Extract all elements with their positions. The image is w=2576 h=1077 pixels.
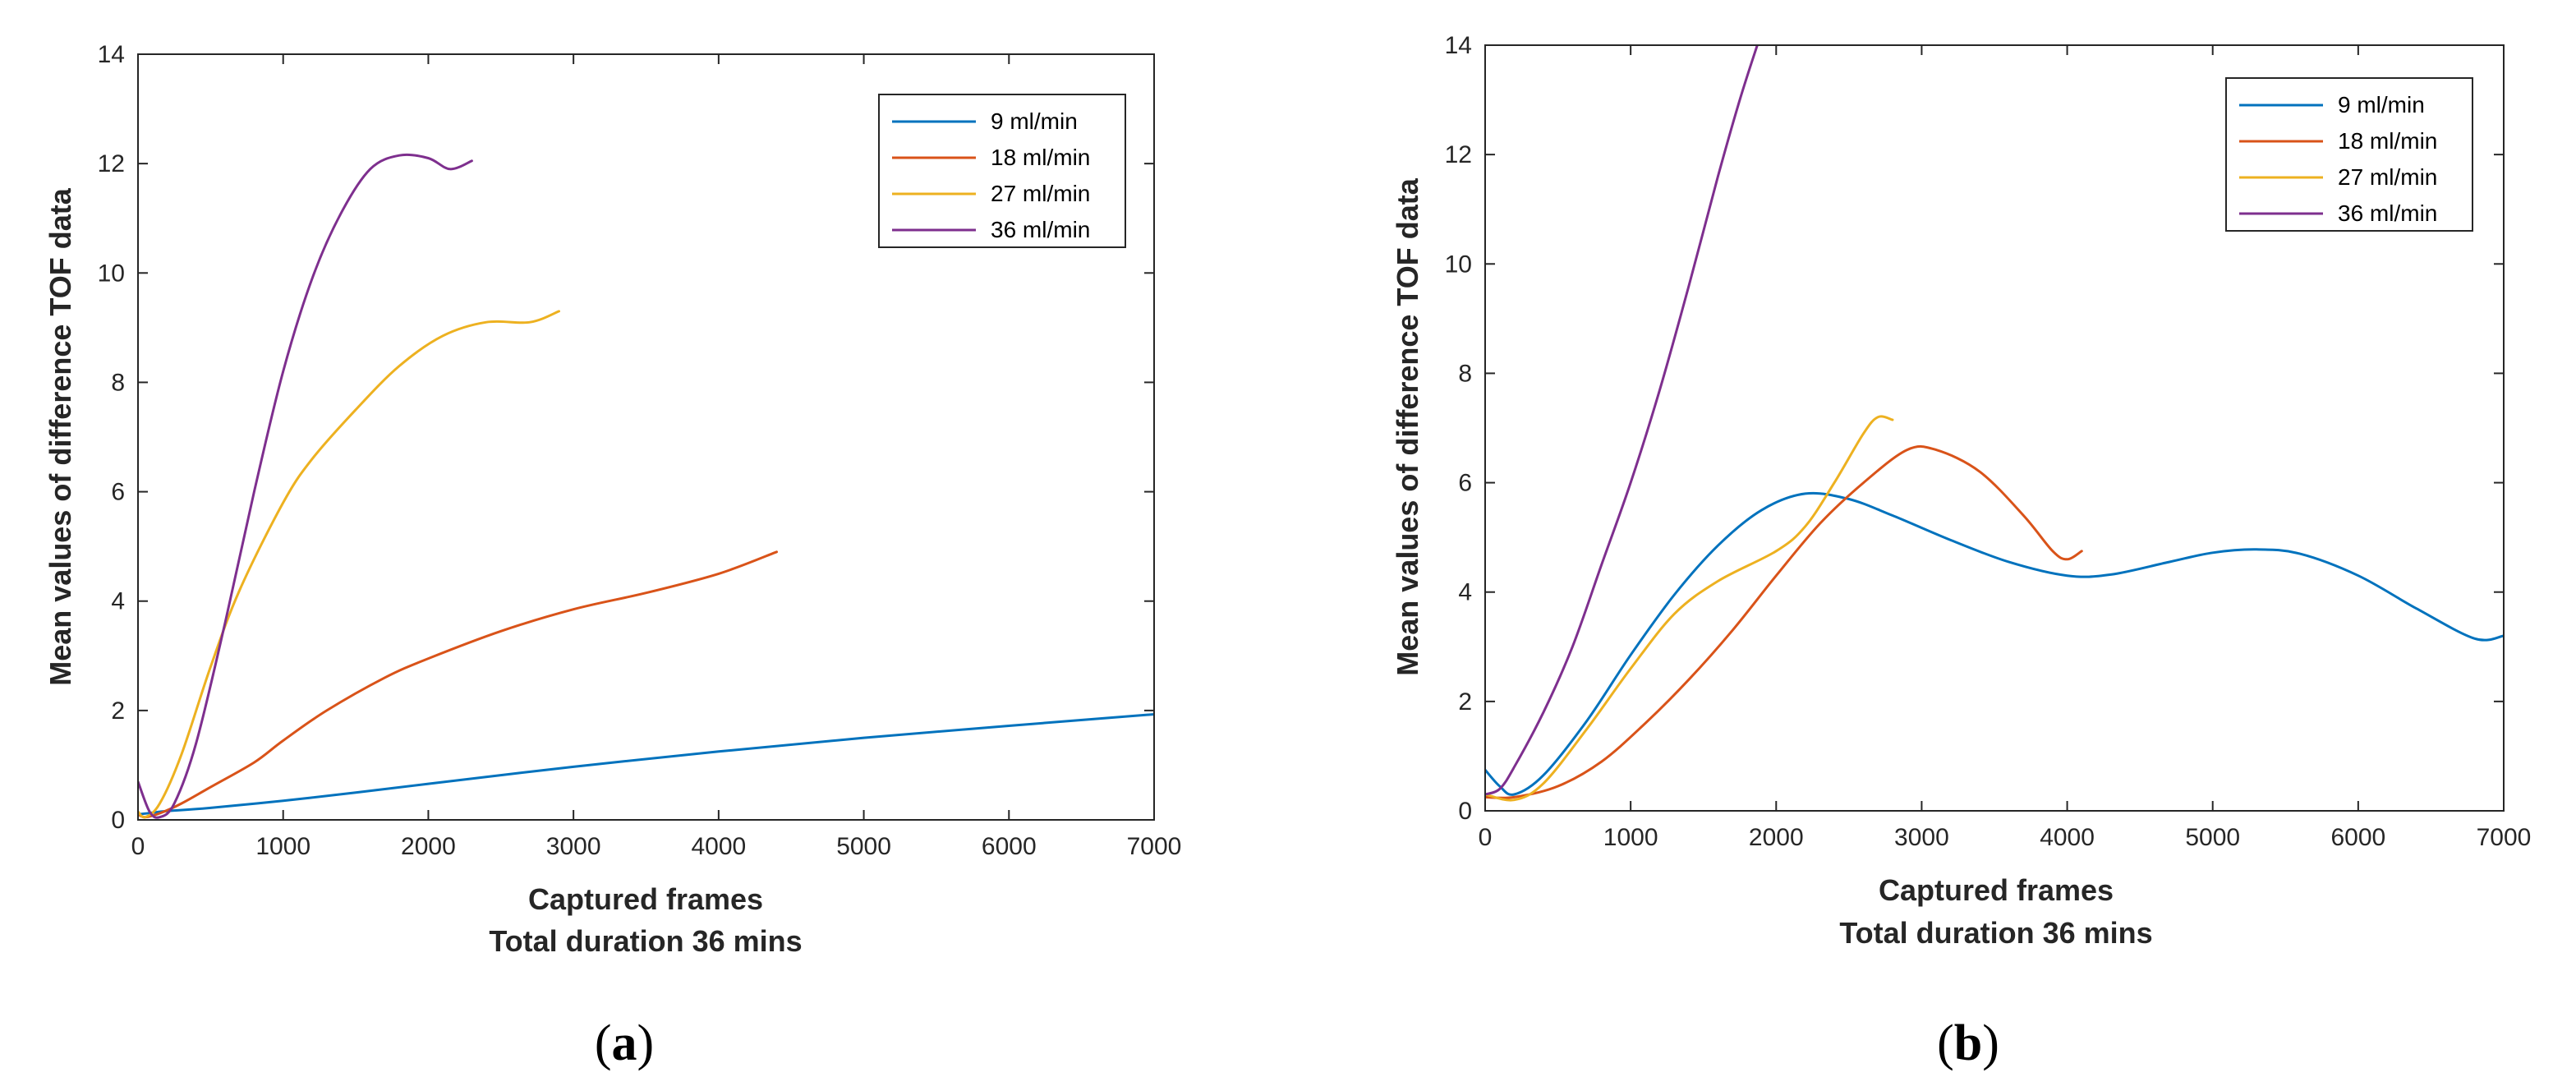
y-tick-label-b: 6: [1458, 470, 1472, 497]
x-tick-label-a: 6000: [982, 833, 1037, 860]
legend-b: 9 ml/min 18 ml/min 27 ml/min 36 ml/min: [2225, 77, 2473, 232]
legend-box-a: [878, 94, 1126, 248]
chart-panel-b: 0 1000 2000 3000 4000 5000 6000 7000 0 2 4 6 8 10 12 14…: [1391, 32, 2531, 1071]
series-line-a-9-ml-min: [138, 713, 1154, 816]
series-line-b-9-ml-min: [1485, 491, 2504, 796]
panel-label-b-open: (: [1937, 1015, 1954, 1071]
x-tick-label-b: 5000: [2185, 824, 2240, 851]
legend-label-a: 9 ml/min: [991, 108, 1078, 134]
x-tick-label-a: 0: [131, 833, 145, 860]
axes-box-a: [137, 53, 1155, 821]
y-tick-label-a: 12: [98, 150, 125, 177]
x-axis-sublabel-a: Total duration 36 mins: [489, 924, 802, 958]
y-tick-label-a: 6: [111, 479, 125, 506]
x-tick-label-a: 2000: [401, 833, 456, 860]
y-tick-label-a: 0: [111, 807, 125, 834]
y-tick-label-a: 10: [98, 260, 125, 287]
tick-layer-a: 0 1000 2000 3000 4000 5000 6000 7000 0 2 4 6 8 10 12 14: [98, 41, 1182, 860]
x-tick-label-b: 3000: [1894, 824, 1949, 851]
x-tick-label-b: 2000: [1749, 824, 1804, 851]
legend-label-b: 9 ml/min: [2338, 92, 2425, 117]
chart-panel-a: 0 1000 2000 3000 4000 5000 6000 7000 0 2 4 6 8 10 12 14…: [44, 41, 1181, 1071]
y-tick-label-b: 14: [1445, 32, 1472, 59]
tick-layer-b: 0 1000 2000 3000 4000 5000 6000 7000 0 2 4 6 8 10 12 14: [1445, 32, 2532, 851]
y-tick-label-b: 0: [1458, 798, 1472, 825]
panel-label-b: (b): [1937, 1015, 1999, 1071]
legend-label-b: 27 ml/min: [2338, 164, 2437, 190]
x-axis-sublabel-b: Total duration 36 mins: [1839, 916, 2152, 950]
legend-a: 9 ml/min 18 ml/min 27 ml/min 36 ml/min: [878, 94, 1126, 248]
series-line-b-18-ml-min: [1485, 444, 2083, 799]
x-tick-label-a: 5000: [836, 833, 891, 860]
y-tick-label-a: 14: [98, 41, 125, 68]
x-tick-label-a: 1000: [255, 833, 310, 860]
x-tick-label-a: 4000: [691, 833, 746, 860]
legend-label-b: 36 ml/min: [2338, 200, 2437, 226]
y-axis-label-b: Mean values of difference TOF data: [1391, 177, 1424, 675]
svg-text:(a): (a): [595, 1015, 654, 1071]
legend-label-a: 27 ml/min: [991, 181, 1090, 206]
panel-label-a-letter: a: [612, 1015, 637, 1071]
y-tick-label-a: 8: [111, 369, 125, 396]
panel-label-b-close: ): [1982, 1015, 1999, 1071]
y-tick-label-a: 4: [111, 588, 125, 615]
y-tick-label-b: 2: [1458, 688, 1472, 716]
y-tick-label-b: 12: [1445, 141, 1472, 168]
series-layer-a: [138, 153, 1154, 819]
panel-label-a: (a): [595, 1015, 654, 1071]
legend-label-a: 18 ml/min: [991, 145, 1090, 170]
x-tick-label-b: 6000: [2330, 824, 2385, 851]
legend-label-b: 18 ml/min: [2338, 128, 2437, 154]
series-layer-b: [1485, 45, 2504, 802]
x-tick-label-a: 7000: [1127, 833, 1182, 860]
x-axis-label-b: Captured frames: [1879, 873, 2114, 907]
legend-box-b: [2225, 77, 2473, 232]
x-tick-label-b: 4000: [2040, 824, 2095, 851]
series-line-a-27-ml-min: [138, 310, 560, 819]
y-tick-label-b: 10: [1445, 251, 1472, 278]
y-tick-label-b: 8: [1458, 360, 1472, 387]
y-tick-label-a: 2: [111, 697, 125, 725]
series-line-a-36-ml-min: [138, 153, 473, 819]
series-line-b-36-ml-min: [1485, 45, 1759, 796]
x-tick-label-b: 0: [1479, 824, 1493, 851]
panel-label-b-letter: b: [1954, 1015, 1982, 1071]
y-tick-label-b: 4: [1458, 579, 1472, 606]
y-axis-label-a: Mean values of difference TOF data: [44, 187, 77, 685]
series-line-b-27-ml-min: [1485, 415, 1894, 802]
x-axis-label-a: Captured frames: [528, 882, 763, 916]
x-tick-label-b: 7000: [2477, 824, 2532, 851]
panel-label-a-open: (: [595, 1015, 612, 1071]
axes-box-b: [1484, 44, 2505, 812]
svg-text:(b): (b): [1937, 1015, 1999, 1071]
x-tick-label-a: 3000: [546, 833, 601, 860]
legend-label-a: 36 ml/min: [991, 217, 1090, 242]
panel-label-a-close: ): [637, 1015, 655, 1071]
x-tick-label-b: 1000: [1603, 824, 1658, 851]
